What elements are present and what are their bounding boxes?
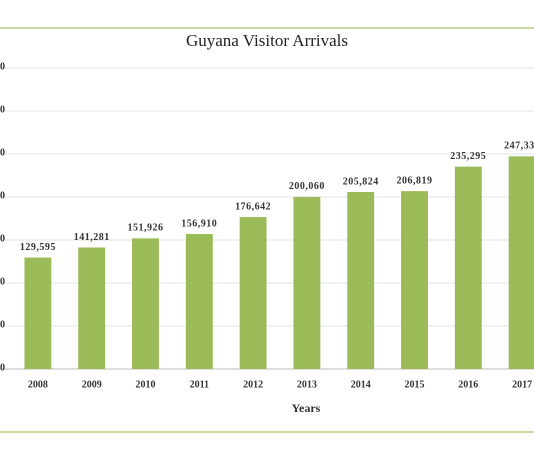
x-tick-label: 2015: [405, 379, 425, 390]
y-tick-label: 150,000: [0, 233, 5, 244]
y-tick-label: 100,000: [0, 276, 5, 287]
data-label: 141,281: [74, 232, 110, 243]
bar: [185, 234, 213, 369]
x-tick-label: 2009: [82, 379, 102, 390]
data-label: 235,295: [450, 151, 486, 162]
bar: [293, 196, 321, 369]
x-tick-label: 2010: [136, 379, 156, 390]
bar: [24, 257, 52, 369]
bar: [239, 217, 267, 369]
x-tick-label: 2016: [458, 379, 478, 390]
y-tick-label: 350,000: [0, 61, 5, 72]
y-tick-label: 0: [0, 362, 5, 373]
y-tick-label: 250,000: [0, 147, 5, 158]
data-label: 176,642: [235, 201, 271, 212]
bar: [132, 238, 159, 369]
data-label: 206,819: [397, 175, 433, 186]
data-label: 156,910: [181, 218, 217, 229]
data-label: 205,824: [343, 176, 379, 187]
chart-title: Guyana Visitor Arrivals: [186, 31, 348, 50]
data-label: 151,926: [128, 223, 164, 234]
data-label: 200,060: [289, 181, 325, 192]
y-tick-label: 300,000: [0, 104, 5, 115]
data-label: 129,595: [20, 242, 56, 253]
x-tick-label: 2011: [190, 379, 209, 390]
x-axis-title: Years: [292, 401, 321, 415]
x-tick-label: 2017: [512, 379, 532, 390]
bar: [401, 191, 428, 369]
x-tick-label: 2012: [243, 379, 263, 390]
y-tick-label: 200,000: [0, 190, 5, 201]
x-tick-label: 2008: [28, 379, 48, 390]
bar: [78, 247, 106, 369]
x-tick-label: 2014: [351, 379, 371, 390]
bar: [454, 166, 482, 369]
data-label: 247,330: [504, 141, 534, 152]
bar: [347, 191, 375, 369]
bar: [508, 156, 534, 369]
y-tick-label: 50,000: [0, 319, 5, 330]
x-tick-label: 2013: [297, 379, 317, 390]
